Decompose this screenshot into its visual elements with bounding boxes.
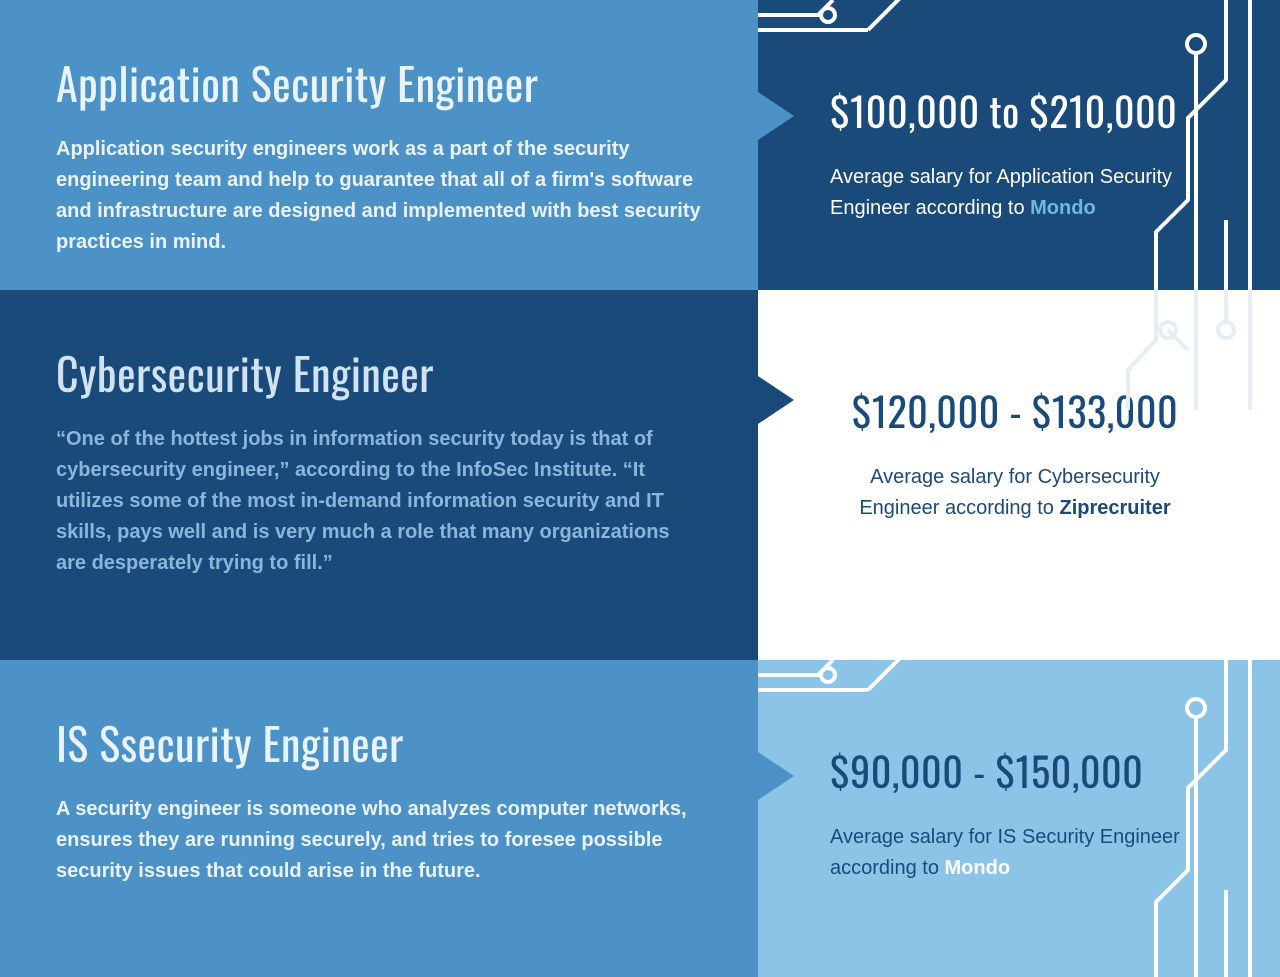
- salary-caption: Average salary for IS Security Engineer …: [830, 822, 1200, 884]
- job-description: A security engineer is someone who analy…: [56, 794, 702, 887]
- job-description: “One of the hottest jobs in information …: [56, 424, 702, 579]
- row-application-security: Application Security Engineer Applicatio…: [0, 0, 1280, 290]
- circuit-decoration: [758, 0, 1280, 290]
- left-panel: Application Security Engineer Applicatio…: [0, 0, 758, 290]
- right-panel: $100,000 to $210,000 Average salary for …: [758, 0, 1280, 290]
- salary-range: $120,000 - $133,000: [830, 380, 1200, 440]
- job-title: IS Ssecurity Engineer: [56, 720, 702, 766]
- right-panel: $120,000 - $133,000 Average salary for C…: [758, 290, 1280, 660]
- salary-range: $100,000 to $210,000: [830, 80, 1200, 140]
- row-cybersecurity: Cybersecurity Engineer “One of the hotte…: [0, 290, 1280, 660]
- job-title: Cybersecurity Engineer: [56, 350, 702, 396]
- left-panel: Cybersecurity Engineer “One of the hotte…: [0, 290, 758, 660]
- salary-caption: Average salary for Application Security …: [830, 162, 1200, 224]
- circuit-decoration: [758, 660, 1280, 977]
- job-description: Application security engineers work as a…: [56, 134, 702, 258]
- right-panel: $90,000 - $150,000 Average salary for IS…: [758, 660, 1280, 977]
- job-title: Application Security Engineer: [56, 60, 702, 106]
- arrow-icon: [758, 92, 794, 140]
- arrow-icon: [758, 752, 794, 800]
- salary-caption: Average salary for Cybersecurity Enginee…: [830, 462, 1200, 524]
- source-name: Mondo: [945, 857, 1011, 879]
- left-panel: IS Ssecurity Engineer A security enginee…: [0, 660, 758, 977]
- caption-text: Average salary for Application Security …: [830, 166, 1172, 219]
- source-name: Mondo: [1030, 197, 1096, 219]
- infographic: Application Security Engineer Applicatio…: [0, 0, 1280, 977]
- row-is-security: IS Ssecurity Engineer A security enginee…: [0, 660, 1280, 977]
- salary-range: $90,000 - $150,000: [830, 740, 1200, 800]
- source-name: Ziprecruiter: [1059, 497, 1170, 519]
- arrow-icon: [758, 376, 794, 424]
